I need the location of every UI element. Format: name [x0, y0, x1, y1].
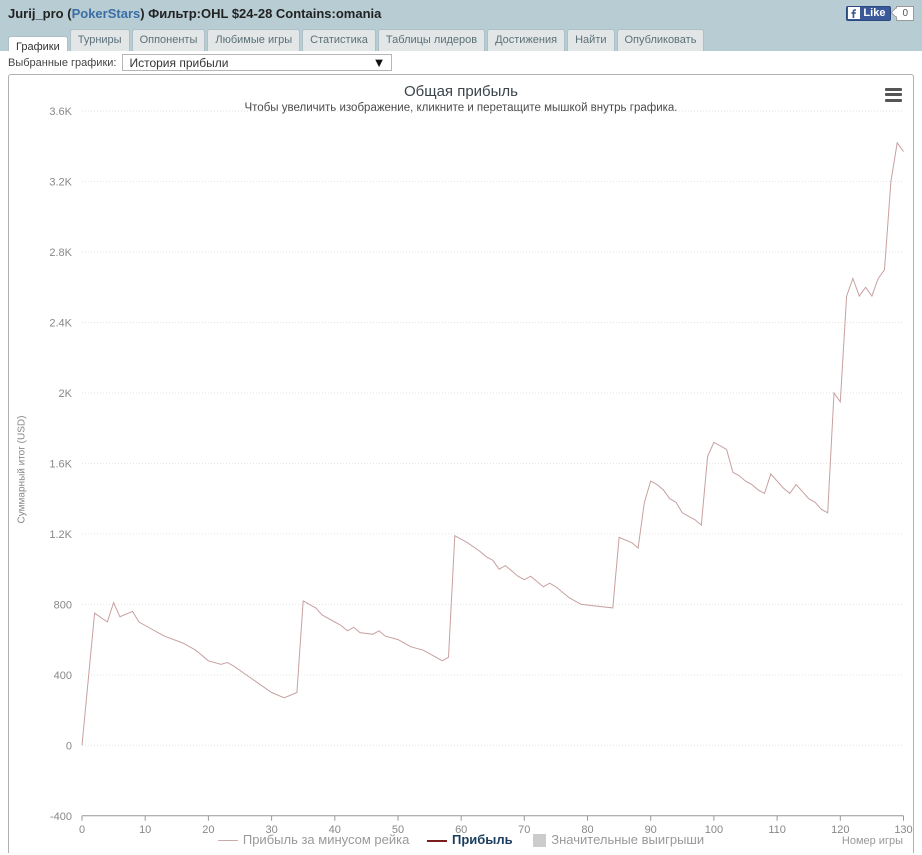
svg-text:-400: -400	[50, 811, 72, 823]
svg-text:60: 60	[455, 824, 467, 836]
svg-text:80: 80	[581, 824, 593, 836]
svg-text:50: 50	[392, 824, 404, 836]
svg-text:0: 0	[79, 824, 85, 836]
svg-text:3.6K: 3.6K	[49, 106, 72, 118]
svg-text:10: 10	[139, 824, 151, 836]
svg-text:1.6K: 1.6K	[49, 458, 72, 470]
svg-text:110: 110	[768, 824, 786, 836]
svg-text:400: 400	[54, 670, 72, 682]
svg-text:90: 90	[645, 824, 657, 836]
svg-text:20: 20	[202, 824, 214, 836]
svg-text:2.8K: 2.8K	[49, 247, 72, 259]
svg-text:2.4K: 2.4K	[49, 318, 72, 330]
svg-text:70: 70	[518, 824, 530, 836]
svg-text:40: 40	[329, 824, 341, 836]
svg-text:2K: 2K	[59, 388, 73, 400]
svg-text:100: 100	[705, 824, 723, 836]
svg-text:3.2K: 3.2K	[49, 177, 72, 189]
svg-text:120: 120	[831, 824, 849, 836]
svg-text:0: 0	[66, 740, 72, 752]
svg-text:1.2K: 1.2K	[49, 529, 72, 541]
svg-text:800: 800	[54, 599, 72, 611]
svg-text:30: 30	[265, 824, 277, 836]
svg-text:130: 130	[894, 824, 912, 836]
